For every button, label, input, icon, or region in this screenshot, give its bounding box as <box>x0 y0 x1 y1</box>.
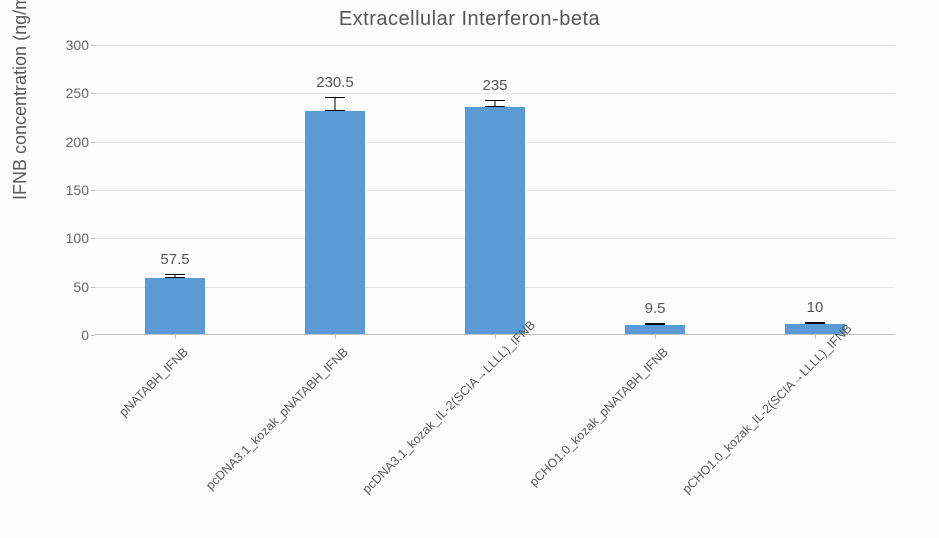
x-tick-label: pCHO1.0_kozak_IL-2(SCIA→LLLL)_IFNB <box>680 345 831 496</box>
x-tick-mark <box>655 334 656 339</box>
y-tick-label: 300 <box>55 37 95 53</box>
x-tick-mark <box>495 334 496 339</box>
x-tick-label: pcDNA3.1_kozak_pNATABH_IFNB <box>200 345 351 496</box>
y-axis-label: IFNB concentration (ng/ml) <box>10 0 31 200</box>
x-tick-label: pcDNA3.1_kozak_IL-2(SCIA→LLLL)_IFNB <box>360 345 511 496</box>
bar: 235 <box>465 107 525 334</box>
y-tick-label: 250 <box>55 85 95 101</box>
x-tick-label: pNATABH_IFNB <box>40 345 191 496</box>
bar: 230.5 <box>305 111 365 334</box>
error-bar <box>485 100 505 107</box>
bar-value-label: 57.5 <box>160 251 189 268</box>
bar-value-label: 10 <box>807 299 824 316</box>
x-tick-mark <box>175 334 176 339</box>
chart-title: Extracellular Interferon-beta <box>0 8 939 31</box>
bar-rect <box>145 278 205 334</box>
bar-rect <box>625 325 685 334</box>
plot-area: 05010015020025030057.5230.52359.510 <box>95 45 895 335</box>
bar: 9.5 <box>625 325 685 334</box>
x-tick-mark <box>815 334 816 339</box>
y-tick-label: 0 <box>55 327 95 343</box>
bar: 57.5 <box>145 278 205 334</box>
bar-rect <box>465 107 525 334</box>
x-tick-mark <box>335 334 336 339</box>
bar-value-label: 235 <box>482 77 507 94</box>
bar-value-label: 9.5 <box>645 300 666 317</box>
bar-value-label: 230.5 <box>316 74 354 91</box>
y-tick-label: 150 <box>55 182 95 198</box>
y-tick-label: 50 <box>55 279 95 295</box>
bar-chart: Extracellular Interferon-beta IFNB conce… <box>0 0 939 538</box>
x-tick-label: pCHO1.0_kozak_pNATABH_IFNB <box>520 345 671 496</box>
y-tick-label: 200 <box>55 134 95 150</box>
error-bar <box>325 97 345 112</box>
grid-line <box>95 45 895 46</box>
y-tick-label: 100 <box>55 230 95 246</box>
bar-rect <box>305 111 365 334</box>
